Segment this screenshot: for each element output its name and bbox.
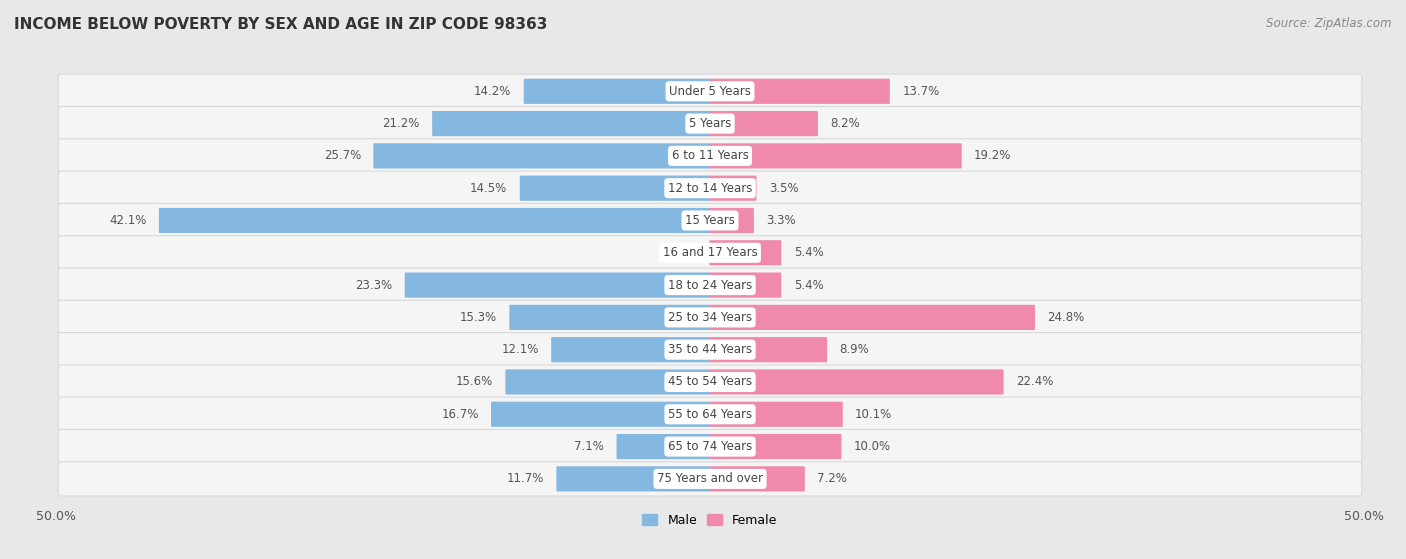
Text: 16.7%: 16.7% [441, 408, 478, 421]
Text: 23.3%: 23.3% [356, 278, 392, 292]
FancyBboxPatch shape [58, 171, 1362, 205]
FancyBboxPatch shape [58, 397, 1362, 432]
Text: 3.3%: 3.3% [766, 214, 796, 227]
Text: 24.8%: 24.8% [1047, 311, 1084, 324]
FancyBboxPatch shape [374, 143, 710, 168]
Text: 10.1%: 10.1% [855, 408, 893, 421]
FancyBboxPatch shape [710, 111, 818, 136]
FancyBboxPatch shape [58, 236, 1362, 270]
Text: 65 to 74 Years: 65 to 74 Years [668, 440, 752, 453]
FancyBboxPatch shape [710, 466, 804, 491]
Text: 11.7%: 11.7% [506, 472, 544, 485]
Text: 19.2%: 19.2% [974, 149, 1011, 163]
FancyBboxPatch shape [405, 272, 710, 298]
Text: 12 to 14 Years: 12 to 14 Years [668, 182, 752, 195]
FancyBboxPatch shape [505, 369, 710, 395]
Text: 14.5%: 14.5% [470, 182, 508, 195]
Text: 0.0%: 0.0% [676, 247, 706, 259]
Text: 15.3%: 15.3% [460, 311, 496, 324]
Text: 5 Years: 5 Years [689, 117, 731, 130]
Text: 5.4%: 5.4% [794, 247, 824, 259]
Text: 25.7%: 25.7% [323, 149, 361, 163]
Text: 7.1%: 7.1% [574, 440, 605, 453]
FancyBboxPatch shape [58, 365, 1362, 399]
Text: 55 to 64 Years: 55 to 64 Years [668, 408, 752, 421]
FancyBboxPatch shape [491, 402, 710, 427]
FancyBboxPatch shape [710, 402, 842, 427]
FancyBboxPatch shape [432, 111, 710, 136]
FancyBboxPatch shape [710, 434, 841, 459]
Text: 15.6%: 15.6% [456, 376, 494, 389]
Text: 21.2%: 21.2% [382, 117, 420, 130]
Text: 7.2%: 7.2% [817, 472, 848, 485]
FancyBboxPatch shape [58, 333, 1362, 367]
Text: 8.2%: 8.2% [831, 117, 860, 130]
FancyBboxPatch shape [710, 143, 962, 168]
Text: 12.1%: 12.1% [502, 343, 538, 356]
FancyBboxPatch shape [58, 106, 1362, 141]
FancyBboxPatch shape [520, 176, 710, 201]
Text: 35 to 44 Years: 35 to 44 Years [668, 343, 752, 356]
FancyBboxPatch shape [710, 369, 1004, 395]
FancyBboxPatch shape [710, 305, 1035, 330]
FancyBboxPatch shape [58, 203, 1362, 238]
Text: 16 and 17 Years: 16 and 17 Years [662, 247, 758, 259]
Text: 13.7%: 13.7% [903, 85, 939, 98]
FancyBboxPatch shape [509, 305, 710, 330]
FancyBboxPatch shape [58, 429, 1362, 464]
FancyBboxPatch shape [58, 462, 1362, 496]
FancyBboxPatch shape [58, 74, 1362, 108]
Text: 18 to 24 Years: 18 to 24 Years [668, 278, 752, 292]
Text: 5.4%: 5.4% [794, 278, 824, 292]
FancyBboxPatch shape [159, 208, 710, 233]
Text: 45 to 54 Years: 45 to 54 Years [668, 376, 752, 389]
FancyBboxPatch shape [58, 268, 1362, 302]
Text: 10.0%: 10.0% [853, 440, 891, 453]
Text: 6 to 11 Years: 6 to 11 Years [672, 149, 748, 163]
FancyBboxPatch shape [551, 337, 710, 362]
FancyBboxPatch shape [710, 272, 782, 298]
FancyBboxPatch shape [710, 79, 890, 104]
Text: INCOME BELOW POVERTY BY SEX AND AGE IN ZIP CODE 98363: INCOME BELOW POVERTY BY SEX AND AGE IN Z… [14, 17, 547, 32]
Text: 42.1%: 42.1% [110, 214, 146, 227]
Text: Under 5 Years: Under 5 Years [669, 85, 751, 98]
FancyBboxPatch shape [710, 240, 782, 266]
Text: 75 Years and over: 75 Years and over [657, 472, 763, 485]
Text: 3.5%: 3.5% [769, 182, 799, 195]
FancyBboxPatch shape [710, 176, 756, 201]
Text: 8.9%: 8.9% [839, 343, 869, 356]
FancyBboxPatch shape [617, 434, 710, 459]
Text: 15 Years: 15 Years [685, 214, 735, 227]
FancyBboxPatch shape [58, 300, 1362, 334]
FancyBboxPatch shape [710, 337, 827, 362]
FancyBboxPatch shape [523, 79, 710, 104]
Text: 14.2%: 14.2% [474, 85, 512, 98]
Text: Source: ZipAtlas.com: Source: ZipAtlas.com [1267, 17, 1392, 30]
Text: 25 to 34 Years: 25 to 34 Years [668, 311, 752, 324]
Text: 22.4%: 22.4% [1017, 376, 1053, 389]
FancyBboxPatch shape [557, 466, 710, 491]
Legend: Male, Female: Male, Female [637, 509, 783, 532]
FancyBboxPatch shape [710, 208, 754, 233]
FancyBboxPatch shape [58, 139, 1362, 173]
